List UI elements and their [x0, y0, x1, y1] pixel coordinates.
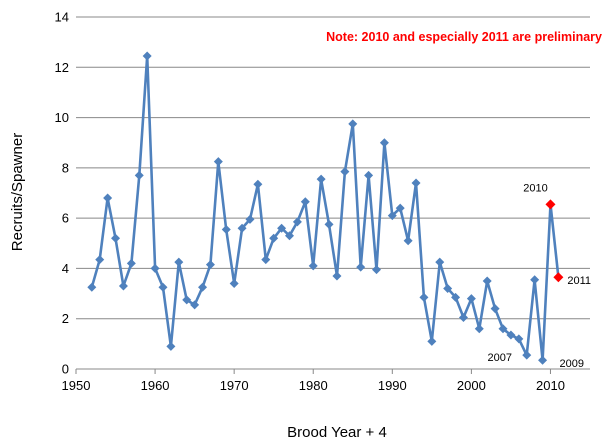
- data-point-1986: [356, 262, 366, 272]
- point-label-2009: 2009: [560, 358, 584, 370]
- x-tick-label: 2000: [457, 378, 486, 393]
- x-tick-label: 2010: [536, 378, 565, 393]
- data-point-1965: [190, 300, 200, 310]
- data-point-2009: [538, 355, 548, 365]
- data-point-1979: [300, 197, 310, 207]
- preliminary-note: Note: 2010 and especially 2011 are preli…: [326, 30, 602, 44]
- data-point-1980: [308, 261, 318, 271]
- data-point-1973: [253, 179, 263, 189]
- data-point-2006: [514, 334, 524, 344]
- data-point-1982: [324, 219, 334, 229]
- data-point-2010: [545, 199, 556, 210]
- data-point-1964: [182, 295, 192, 305]
- data-point-1988: [371, 265, 381, 275]
- data-point-2011: [553, 272, 564, 283]
- x-tick-label: 1990: [378, 378, 407, 393]
- data-point-1987: [364, 170, 374, 180]
- point-label-2007: 2007: [487, 352, 511, 364]
- data-point-1969: [221, 224, 231, 234]
- data-point-1957: [126, 258, 136, 268]
- y-tick-label: 6: [62, 211, 69, 226]
- gridlines: [76, 16, 590, 320]
- data-point-1971: [237, 223, 247, 233]
- data-point-1989: [379, 138, 389, 148]
- data-point-1975: [269, 233, 279, 243]
- data-point-1984: [340, 167, 350, 177]
- data-point-1991: [395, 203, 405, 213]
- y-tick-label: 10: [55, 110, 69, 125]
- data-point-2004: [498, 324, 508, 334]
- x-tick-label: 1980: [299, 378, 328, 393]
- data-point-1952: [87, 282, 97, 292]
- data-point-1985: [348, 119, 358, 129]
- x-tick-label: 1970: [220, 378, 249, 393]
- data-point-1972: [245, 214, 255, 224]
- data-point-2000: [466, 294, 476, 304]
- data-point-1976: [277, 223, 287, 233]
- data-point-1974: [261, 255, 271, 265]
- x-tick-label: 1950: [62, 378, 91, 393]
- data-point-1955: [111, 233, 121, 243]
- data-point-1993: [411, 178, 421, 188]
- data-point-2003: [490, 304, 500, 314]
- data-point-1960: [150, 263, 160, 273]
- data-point-1981: [316, 174, 326, 184]
- y-tick-label: 8: [62, 160, 69, 175]
- data-point-1962: [166, 341, 176, 351]
- y-axis-ticks: 0 2 4 6 8 10 12 14: [55, 10, 69, 377]
- x-axis-ticks: 1950 1960 1970 1980 1990 2000 2010: [62, 369, 565, 393]
- data-point-1994: [419, 292, 429, 302]
- x-axis-title: Brood Year + 4: [287, 424, 387, 441]
- y-tick-label: 12: [55, 60, 69, 75]
- series-line: [90, 54, 560, 362]
- data-point-1954: [103, 193, 113, 203]
- point-label-2010: 2010: [523, 182, 547, 194]
- data-point-1961: [158, 282, 168, 292]
- point-labels: 2007 2009 2010 2011: [487, 182, 591, 370]
- data-point-1996: [435, 257, 445, 267]
- data-point-1998: [451, 292, 461, 302]
- data-point-2001: [474, 324, 484, 334]
- data-point-1977: [285, 231, 295, 241]
- data-point-1970: [229, 279, 239, 289]
- data-point-2005: [506, 330, 516, 340]
- y-tick-label: 2: [62, 311, 69, 326]
- data-point-2007: [522, 350, 532, 360]
- data-point-2008: [530, 275, 540, 285]
- data-point-2002: [482, 276, 492, 286]
- x-tick-label: 1960: [141, 378, 170, 393]
- y-tick-label: 14: [55, 10, 69, 25]
- data-point-1983: [332, 271, 342, 281]
- data-point-1963: [174, 257, 184, 267]
- data-point-1997: [443, 284, 453, 294]
- data-point-1967: [205, 260, 215, 270]
- data-point-1958: [134, 170, 144, 180]
- data-point-1966: [198, 282, 208, 292]
- data-point-1959: [142, 51, 152, 61]
- data-point-1999: [458, 312, 468, 322]
- y-axis-title: Recruits/Spawner: [9, 133, 26, 251]
- series-layer: [87, 51, 564, 365]
- data-point-1978: [292, 217, 302, 227]
- y-tick-label: 4: [62, 261, 69, 276]
- data-point-1990: [387, 211, 397, 221]
- data-point-1956: [118, 281, 128, 291]
- point-label-2011: 2011: [567, 275, 591, 287]
- y-tick-label: 0: [62, 362, 69, 377]
- data-point-1995: [427, 336, 437, 346]
- data-point-1953: [95, 255, 105, 265]
- data-point-1992: [403, 236, 413, 246]
- data-point-1968: [213, 157, 223, 167]
